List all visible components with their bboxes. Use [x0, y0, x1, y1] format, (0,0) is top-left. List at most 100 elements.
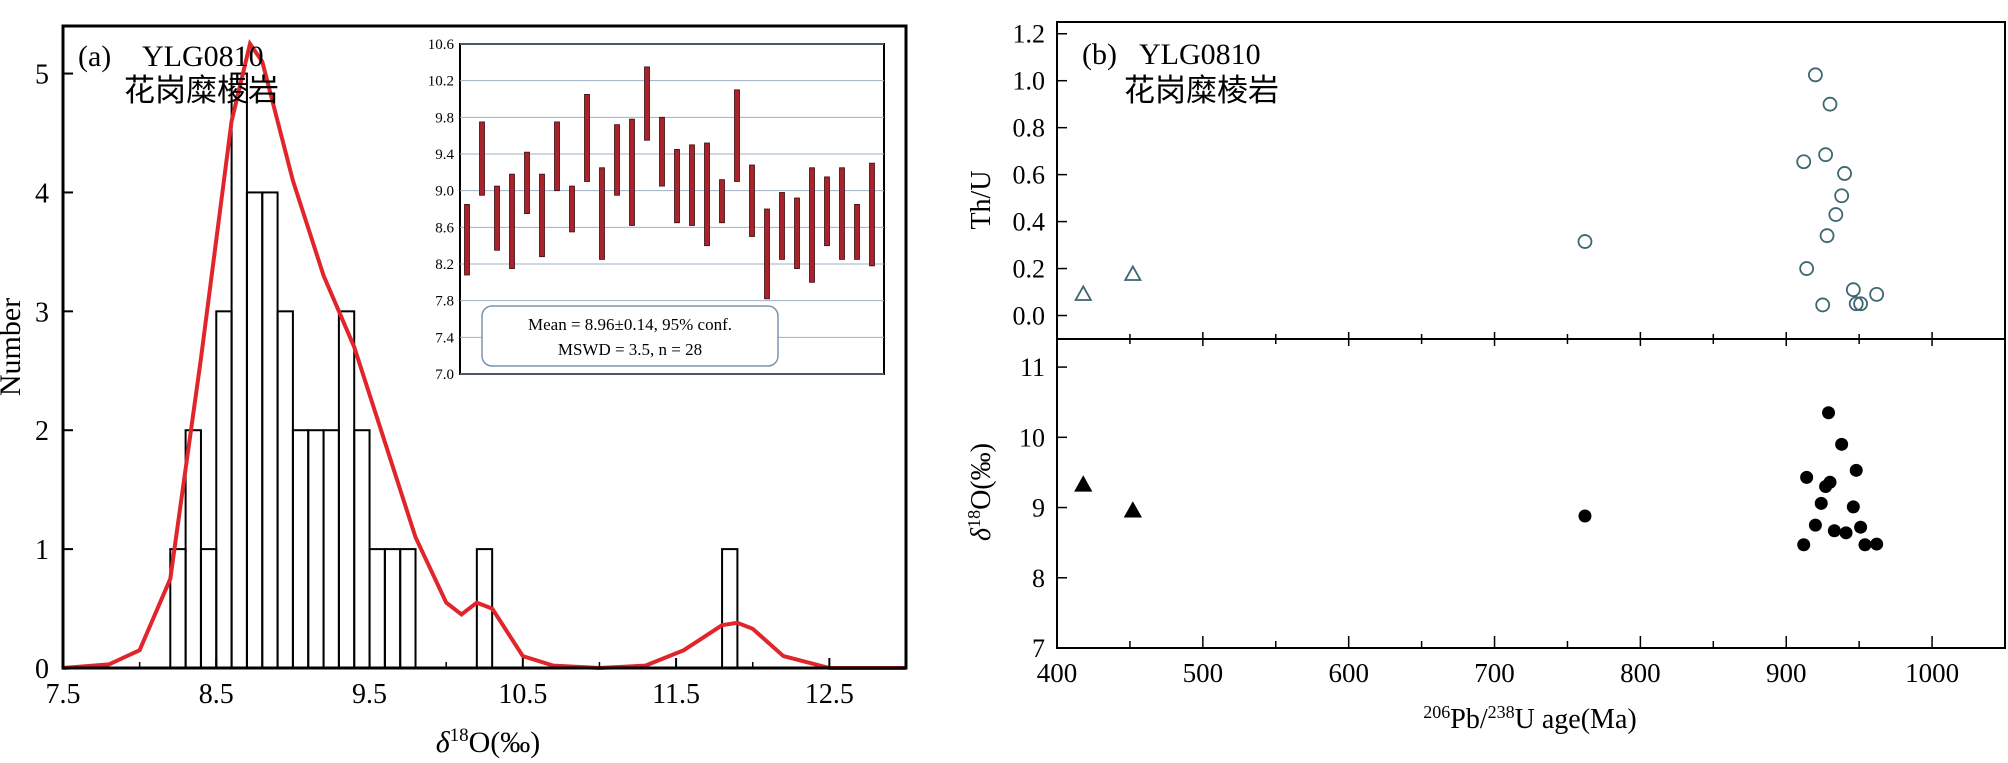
histogram-bar — [261, 191, 279, 669]
panel-b-top-y-axis: 0.0 0.2 0.4 0.6 0.8 1.0 1.2 — [1013, 20, 1067, 331]
b-top-y-tick-label: 0.2 — [1013, 255, 1046, 284]
density-curve — [62, 38, 906, 671]
inset-error-bar — [704, 142, 710, 247]
b-x-tick-label: 1000 — [1905, 658, 1959, 688]
inset-error-bar — [764, 208, 770, 300]
panel-b-frame — [1056, 21, 2006, 649]
x-tick-label: 11.5 — [652, 679, 700, 710]
b-x-tick-label: 800 — [1620, 658, 1661, 688]
y-tick-label: 4 — [35, 178, 49, 209]
b-top-circle-point — [1834, 188, 1850, 204]
inset-error-bar — [494, 185, 500, 251]
b-top-circle-point — [1828, 207, 1844, 222]
b-bottom-circle-point — [1822, 406, 1836, 420]
panel-a-ylabel: Number — [0, 298, 27, 396]
b-top-circle-point — [1808, 67, 1823, 83]
inset-error-bar — [854, 204, 860, 260]
inset-error-bar — [614, 124, 620, 196]
panel-a-label: (a) — [78, 40, 111, 73]
inset-error-bar — [794, 197, 800, 269]
histogram-bar — [291, 429, 310, 669]
inset-annotation-box — [481, 305, 779, 367]
histogram-bar — [245, 191, 264, 669]
b-bottom-circle-point — [1870, 537, 1884, 551]
b-top-circle-point — [1869, 286, 1885, 302]
b-x-tick-label: 700 — [1474, 658, 1515, 688]
panel-b-x-axis: 400 500 600 700 800 900 1000 — [1037, 332, 2006, 688]
b-x-tick-label: 600 — [1328, 658, 1369, 688]
b-bottom-y-tick-label: 8 — [1032, 564, 1045, 593]
b-top-circle-point — [1815, 297, 1831, 313]
inset-error-bar — [644, 66, 650, 141]
b-top-y-tick-label: 1.2 — [1013, 20, 1046, 49]
b-top-circle-point — [1818, 147, 1834, 163]
inset-y-tick-label: 9.4 — [435, 147, 454, 163]
b-bottom-circle-point — [1808, 518, 1822, 532]
b-bottom-circle-point — [1827, 524, 1841, 538]
panel-b-rock: 花岗糜棱岩 — [1124, 73, 1279, 108]
panel-a-rock: 花岗糜棱岩 — [124, 73, 279, 108]
b-x-tick-label: 400 — [1037, 658, 1078, 688]
inset-y-tick-label: 10.2 — [428, 74, 454, 90]
inset-error-bar — [674, 149, 680, 224]
inset-error-bar — [629, 118, 635, 226]
y-tick-label: 0 — [35, 654, 49, 685]
panel-b-bottom-y-axis: 7 8 9 10 11 — [1019, 353, 1067, 663]
histogram-bar — [276, 310, 294, 669]
inset-y-tick-label: 7.4 — [435, 330, 454, 346]
b-top-circle-point — [1848, 296, 1864, 312]
inset-y-tick-label: 8.2 — [435, 257, 454, 273]
b-top-y-tick-label: 0.0 — [1013, 302, 1046, 331]
b-x-tick-label: 900 — [1766, 658, 1807, 688]
histogram-bar — [353, 429, 371, 669]
histogram-bar — [368, 548, 386, 669]
b-bottom-triangle-point — [1074, 475, 1093, 492]
panel-b-sample: YLG0810 — [1139, 38, 1261, 71]
inset-error-bar — [464, 204, 470, 276]
b-top-circle-point — [1799, 261, 1815, 276]
b-bottom-y-tick-label: 10 — [1019, 423, 1045, 452]
inset-error-bar — [809, 167, 815, 283]
panel-b-top-points — [1074, 67, 1885, 313]
inset-error-bar — [839, 167, 845, 260]
inset-error-bar — [689, 144, 695, 226]
b-top-circle-point — [1845, 282, 1861, 298]
b-top-y-tick-label: 0.4 — [1013, 208, 1046, 237]
b-bottom-circle-point — [1797, 538, 1811, 552]
inset-error-bar — [539, 173, 545, 258]
histogram-bar — [199, 548, 218, 669]
b-top-triangle-point — [1074, 284, 1093, 301]
histogram-bar — [215, 310, 233, 669]
histogram-bar — [721, 548, 739, 669]
panel-b-scatter: 400 500 600 700 800 900 1000 0.0 0.2 0.4 0.6 0.8 1.… — [964, 20, 2006, 735]
b-bottom-circle-point — [1814, 496, 1828, 510]
inset-error-bar — [719, 179, 725, 224]
b-bottom-circle-point — [1835, 437, 1849, 451]
b-top-y-tick-label: 0.6 — [1013, 161, 1046, 190]
panel-a-xlabel: δ18O(‰) — [436, 725, 541, 759]
inset-error-bar — [584, 94, 590, 182]
panel-a-histogram: 7.5 8.5 9.5 10.5 11.5 12.5 0 1 2 3 4 5 (a) YLG0810… — [0, 24, 908, 759]
b-top-y-tick-label: 1.0 — [1013, 67, 1046, 96]
panel-b-top-ylabel: Th/U — [966, 170, 997, 229]
panel-b-xlabel: 206Pb/238U age(Ma) — [1423, 702, 1636, 735]
inset-error-bar — [749, 164, 755, 237]
inset-error-bar — [659, 116, 665, 187]
x-tick-label: 12.5 — [805, 679, 854, 710]
inset-y-tick-label: 7.0 — [435, 367, 454, 383]
panel-b-bottom-ylabel: δ18O(‰) — [964, 443, 997, 541]
inset-error-bar — [554, 121, 560, 192]
y-tick-label: 3 — [35, 297, 49, 328]
b-bottom-y-tick-label: 7 — [1032, 634, 1045, 663]
b-top-circle-point — [1577, 234, 1593, 249]
inset-error-bar — [734, 89, 740, 182]
y-tick-label: 1 — [35, 535, 49, 566]
inset-error-bar — [869, 162, 875, 267]
panel-b-label: (b) — [1082, 38, 1117, 71]
inset-error-bar — [779, 192, 785, 260]
inset-error-bar — [479, 121, 485, 196]
b-bottom-circle-point — [1849, 463, 1863, 477]
x-tick-label: 7.5 — [46, 679, 81, 710]
b-top-circle-point — [1837, 166, 1852, 181]
